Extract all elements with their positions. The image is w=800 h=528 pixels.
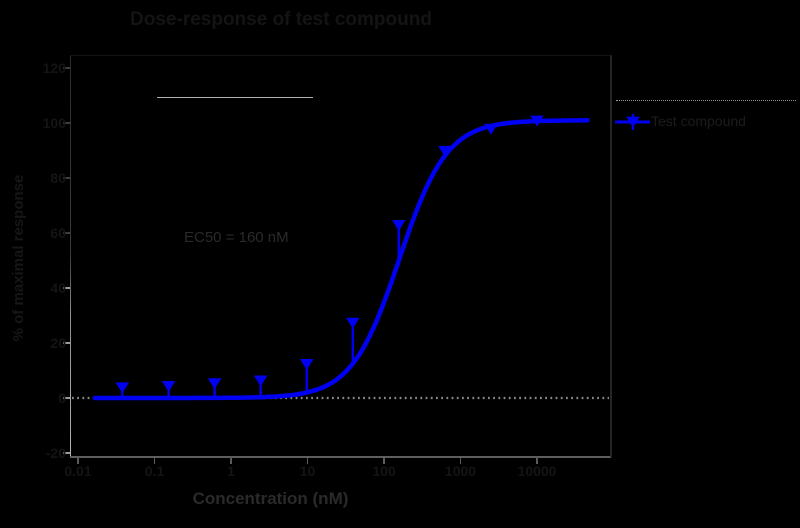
x-axis-tick-label: 100 [372, 463, 396, 479]
x-axis-tick-label: 10000 [517, 463, 557, 479]
y-tick-mark [63, 177, 70, 179]
data-point-marker [299, 359, 314, 370]
data-point-marker [207, 378, 222, 390]
data-point-marker [530, 115, 544, 127]
x-axis-tick-label: 1 [227, 463, 235, 479]
y-tick-mark [63, 232, 70, 234]
data-point-marker [438, 145, 452, 157]
x-axis-tick-label: 0.1 [144, 463, 165, 479]
x-tick-mark [230, 457, 232, 464]
y-axis-spine [69, 55, 72, 458]
top-frame-spine [70, 55, 611, 57]
legend-symbol-error-bar-triangle [615, 114, 650, 130]
y-tick-mark [63, 342, 70, 344]
x-axis-tick-label: 10 [299, 463, 316, 479]
data-point-marker [346, 317, 360, 329]
y-tick-mark [63, 122, 70, 124]
data-point-marker [115, 382, 130, 394]
x-tick-mark [383, 457, 385, 464]
legend-label: Test compound [651, 113, 746, 129]
y-tick-mark [63, 452, 70, 454]
figure-title: Dose-response of test compound [130, 9, 432, 30]
data-point-marker [484, 123, 498, 135]
x-tick-mark [536, 457, 538, 464]
y-axis-tick-label: 40 [50, 280, 66, 296]
y-tick-mark [63, 397, 70, 399]
data-point-marker [253, 375, 268, 387]
y-tick-mark [63, 287, 70, 289]
y-tick-mark [63, 67, 70, 69]
y-axis-tick-label: 0 [58, 390, 66, 406]
x-tick-mark [306, 457, 309, 464]
y-axis-tick-label: -20 [45, 445, 66, 461]
data-point-marker [161, 381, 176, 392]
y-axis-tick-label: 100 [42, 115, 66, 131]
x-tick-mark [153, 457, 156, 464]
y-axis-tick-label: 60 [50, 225, 66, 241]
x-tick-mark [459, 457, 462, 464]
y-axis-tick-label: 20 [50, 335, 66, 351]
x-tick-mark [77, 457, 79, 464]
y-axis-tick-label: 80 [50, 170, 66, 186]
y-axis-tick-label: 120 [42, 60, 66, 76]
legend-dotted-line-artifact [616, 100, 796, 101]
ec50-annotation: EC50 = 160 nM [184, 229, 289, 246]
right-frame-spine [610, 55, 612, 457]
x-axis-label: Concentration (nM) [192, 489, 349, 508]
faint-streak-artifact [157, 97, 313, 99]
x-axis-spine [70, 456, 611, 458]
x-axis-tick-label: 1000 [444, 463, 477, 479]
fitted-curve [92, 118, 590, 401]
x-axis-tick-label: 0.01 [64, 463, 92, 479]
data-point-marker [391, 220, 406, 231]
